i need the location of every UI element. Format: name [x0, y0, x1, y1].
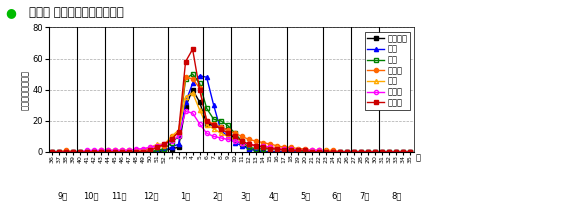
Text: 2月: 2月 — [212, 192, 222, 201]
Line: 中予: 中予 — [50, 91, 412, 154]
今治 — [274, 147, 280, 150]
Text: 9月: 9月 — [58, 192, 68, 201]
四国中央 — [274, 151, 280, 153]
四国中央 — [77, 151, 83, 153]
宇和島 — [189, 48, 196, 50]
西条 — [196, 74, 203, 77]
Text: 週: 週 — [416, 153, 421, 162]
松山市 — [49, 151, 55, 153]
今治 — [224, 124, 231, 127]
西条 — [224, 135, 231, 138]
松山市 — [407, 151, 414, 153]
中予 — [77, 151, 83, 153]
宇和島 — [288, 149, 295, 152]
Text: 11月: 11月 — [111, 192, 127, 201]
八幡浜 — [175, 135, 182, 138]
松山市 — [175, 132, 182, 135]
中予 — [189, 92, 196, 94]
中予 — [407, 151, 414, 153]
今治 — [49, 151, 55, 153]
四国中央 — [224, 129, 231, 131]
松山市 — [386, 151, 393, 153]
宇和島 — [77, 151, 83, 153]
八幡浜 — [386, 151, 393, 153]
四国中央 — [386, 151, 393, 153]
八幡浜 — [274, 147, 280, 150]
Line: 四国中央: 四国中央 — [50, 88, 412, 154]
松山市 — [182, 76, 189, 78]
Line: 今治: 今治 — [50, 72, 412, 154]
Text: ●: ● — [6, 6, 17, 19]
Text: 12月: 12月 — [143, 192, 158, 201]
宇和島 — [386, 151, 393, 153]
Y-axis label: 定点当たり報告数: 定点当たり報告数 — [21, 70, 30, 110]
松山市 — [274, 144, 280, 147]
宇和島 — [49, 151, 55, 153]
八幡浜 — [224, 138, 231, 141]
今治 — [407, 151, 414, 153]
八幡浜 — [288, 147, 295, 150]
八幡浜 — [407, 151, 414, 153]
Text: 3月: 3月 — [240, 192, 251, 201]
宇和島 — [175, 130, 182, 133]
西条 — [175, 143, 182, 145]
宇和島 — [274, 147, 280, 150]
松山市 — [77, 151, 83, 153]
今治 — [288, 149, 295, 152]
中予 — [288, 147, 295, 150]
Legend: 四国中央, 西条, 今治, 松山市, 中予, 八幡浜, 宇和島: 四国中央, 西条, 今治, 松山市, 中予, 八幡浜, 宇和島 — [365, 32, 410, 110]
Line: 宇和島: 宇和島 — [50, 47, 412, 154]
中予 — [175, 129, 182, 131]
八幡浜 — [182, 110, 189, 113]
中予 — [274, 146, 280, 149]
八幡浜 — [77, 151, 83, 153]
Text: 4月: 4月 — [268, 192, 279, 201]
松山市 — [288, 146, 295, 149]
西条 — [288, 151, 295, 153]
Text: 5月: 5月 — [300, 192, 310, 201]
中予 — [386, 151, 393, 153]
Text: 1月: 1月 — [180, 192, 191, 201]
西条 — [274, 151, 280, 153]
Line: 松山市: 松山市 — [50, 75, 412, 154]
Text: 7月: 7月 — [360, 192, 370, 201]
Text: 8月: 8月 — [391, 192, 401, 201]
Text: 10月: 10月 — [83, 192, 98, 201]
Line: 八幡浜: 八幡浜 — [50, 109, 412, 154]
中予 — [49, 151, 55, 153]
四国中央 — [407, 151, 414, 153]
今治 — [175, 135, 182, 138]
西条 — [407, 151, 414, 153]
四国中央 — [49, 151, 55, 153]
西条 — [386, 151, 393, 153]
今治 — [189, 73, 196, 75]
宇和島 — [407, 151, 414, 153]
今治 — [386, 151, 393, 153]
宇和島 — [224, 132, 231, 135]
西条 — [77, 151, 83, 153]
四国中央 — [288, 151, 295, 153]
西条 — [49, 151, 55, 153]
松山市 — [224, 129, 231, 131]
中予 — [224, 135, 231, 138]
Text: 愛媛県 保健所別患者発生状況: 愛媛県 保健所別患者発生状況 — [29, 6, 123, 19]
四国中央 — [175, 146, 182, 149]
Text: 6月: 6月 — [332, 192, 342, 201]
八幡浜 — [49, 151, 55, 153]
Line: 西条: 西条 — [50, 74, 412, 154]
四国中央 — [189, 88, 196, 91]
今治 — [77, 151, 83, 153]
